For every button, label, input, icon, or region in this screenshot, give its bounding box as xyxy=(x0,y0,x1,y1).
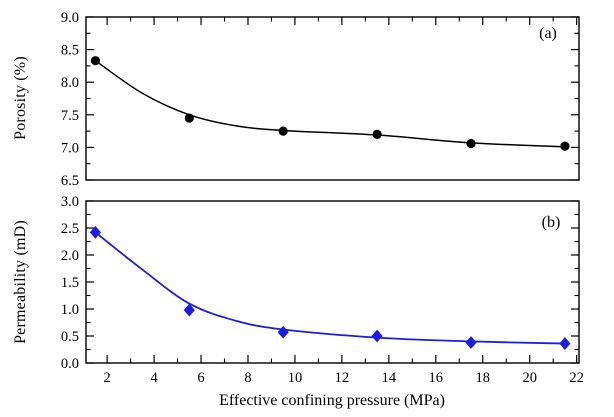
y-tick-label: 6.5 xyxy=(61,173,79,189)
data-point-marker xyxy=(559,337,571,350)
y-tick-label: 8.0 xyxy=(61,75,79,91)
data-point-marker xyxy=(183,303,195,317)
x-tick-label: 6 xyxy=(197,370,204,386)
y-tick-label: 0.5 xyxy=(61,329,79,345)
y-tick-label: 0.0 xyxy=(61,356,79,372)
y-tick-label: 8.5 xyxy=(61,43,79,59)
data-point-marker xyxy=(560,141,570,151)
x-tick-label: 18 xyxy=(475,370,490,386)
x-tick-label: 14 xyxy=(382,370,397,386)
x-tick-label: 12 xyxy=(335,370,350,386)
x-tick-label: 10 xyxy=(288,370,303,386)
x-tick-label: 20 xyxy=(522,370,537,386)
y-tick-label: 2.5 xyxy=(61,221,79,237)
x-tick-label: 8 xyxy=(244,370,251,386)
fit-curve xyxy=(94,231,566,345)
y-tick-label: 1.5 xyxy=(61,275,79,291)
x-tick-label: 2 xyxy=(104,370,111,386)
data-point-marker xyxy=(466,138,476,149)
data-point-marker xyxy=(278,126,288,136)
x-tick-label: 16 xyxy=(429,370,444,386)
panel-border xyxy=(85,16,580,181)
y-tick-label: 3.0 xyxy=(61,194,79,210)
data-point-marker xyxy=(90,56,100,66)
y-axis-title-permeability: Permeability (mD) xyxy=(12,220,29,344)
y-tick-label: 7.0 xyxy=(61,140,79,156)
data-point-marker xyxy=(372,129,382,139)
x-tick-label: 4 xyxy=(150,370,158,386)
y-tick-label: 1.0 xyxy=(61,302,79,318)
panel-label-b: (b) xyxy=(541,214,561,231)
y-axis-title-porosity: Porosity (%) xyxy=(12,56,29,140)
data-point-marker xyxy=(184,113,194,123)
data-point-marker xyxy=(371,329,383,343)
panel-label-a: (a) xyxy=(539,25,557,42)
y-tick-label: 9.0 xyxy=(61,10,79,26)
data-point-marker xyxy=(465,336,477,349)
x-tick-label: 22 xyxy=(569,370,584,386)
fit-curve xyxy=(94,59,566,148)
y-tick-label: 7.5 xyxy=(61,108,79,124)
data-point-marker xyxy=(277,325,289,339)
y-tick-label: 2.0 xyxy=(61,248,79,264)
data-point-marker xyxy=(89,225,101,239)
panel-border xyxy=(85,200,580,364)
x-axis-title: Effective confining pressure (MPa) xyxy=(219,392,445,409)
